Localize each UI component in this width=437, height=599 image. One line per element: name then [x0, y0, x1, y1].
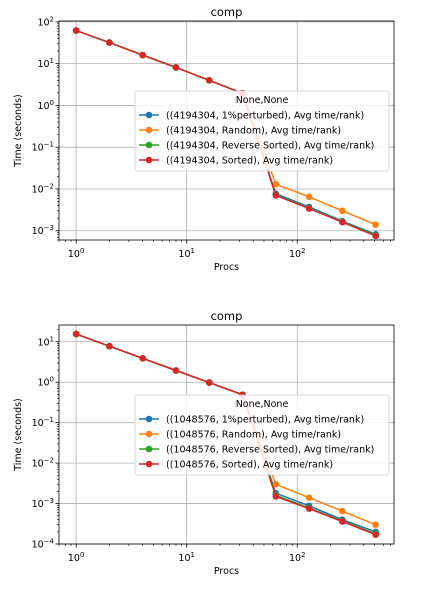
y-tick-label: 10−2 [32, 182, 54, 195]
x-tick-label: 102 [289, 551, 306, 564]
series-line-3 [75, 29, 376, 237]
x-axis-label: Procs [214, 262, 239, 273]
legend: None,None ((4194304, 1%perturbed), Avg ti… [134, 90, 390, 172]
axes-frame [58, 324, 395, 545]
data-point [172, 64, 180, 71]
y-tick-label: 10−3 [32, 497, 54, 510]
x-axis-label: Procs [214, 566, 239, 577]
legend-entry: ((4194304, Random), Avg time/rank) [166, 126, 341, 137]
y-tick-label: 10−2 [32, 457, 54, 470]
y-tick-label: 10−1 [32, 141, 54, 154]
data-point [339, 507, 346, 515]
data-point [139, 51, 146, 59]
y-tick-label: 100 [37, 99, 54, 112]
legend-title: None,None [236, 95, 289, 106]
data-point [339, 207, 346, 215]
legend-marker [145, 445, 153, 453]
x-tick-label: 102 [289, 247, 306, 260]
series-line-3 [75, 333, 376, 536]
y-tick-label: 10−4 [32, 538, 55, 551]
y-tick-label: 102 [37, 15, 54, 28]
y-tick-label: 10−3 [32, 224, 54, 237]
data-point [106, 342, 113, 350]
data-point [205, 76, 213, 84]
chart-panel-bottom: 100 101 102 10−4 10−3 10−2 10−1 100 101 comp Procs… [13, 309, 395, 577]
legend-entry: ((4194304, 1%perturbed), Avg time/rank) [166, 111, 364, 122]
legend-marker [145, 126, 153, 134]
data-point [305, 494, 313, 501]
x-tick-label: 101 [178, 247, 195, 260]
y-axis-label: Time (seconds) [13, 398, 24, 472]
legend: None,None ((1048576, 1%perturbed), Avg ti… [134, 394, 390, 476]
legend-entry: ((4194304, Reverse Sorted), Avg time/ran… [166, 141, 374, 152]
legend-entry: ((1048576, 1%perturbed), Avg time/rank) [166, 415, 364, 426]
y-tick-label: 101 [37, 335, 54, 348]
x-tick-label: 101 [178, 551, 195, 564]
data-point [305, 505, 313, 512]
data-point [339, 518, 346, 525]
data-point [272, 480, 280, 488]
legend-box [134, 90, 390, 172]
data-point [372, 531, 379, 538]
legend-entry: ((1048576, Sorted), Avg time/rank) [166, 460, 333, 471]
legend-box [134, 394, 390, 476]
data-point [172, 367, 180, 374]
data-point [305, 193, 313, 201]
data-point [72, 330, 80, 338]
legend-entry: ((1048576, Reverse Sorted), Avg time/ran… [166, 445, 374, 456]
legend-marker [145, 111, 153, 119]
data-point [372, 221, 379, 228]
data-point [72, 27, 80, 34]
y-tick-label: 10−1 [32, 416, 54, 429]
legend-marker [145, 460, 153, 468]
x-tick-label: 100 [68, 551, 85, 564]
data-point [205, 379, 213, 386]
data-point [272, 493, 280, 500]
chart-title: comp [211, 309, 243, 323]
legend-title: None,None [236, 399, 289, 410]
data-point [372, 232, 379, 240]
y-axis-label: Time (seconds) [13, 94, 24, 168]
legend-marker [145, 415, 153, 423]
data-point [106, 39, 113, 46]
y-tick-label: 101 [37, 57, 54, 70]
legend-marker [145, 430, 153, 438]
legend-marker [145, 141, 153, 149]
legend-entry: ((4194304, Sorted), Avg time/rank) [166, 156, 333, 167]
y-tick-label: 100 [37, 376, 54, 389]
chart-title: comp [211, 5, 243, 19]
data-point [139, 355, 146, 362]
legend-marker [145, 156, 153, 164]
data-point [372, 521, 379, 529]
data-point [272, 180, 280, 188]
series-group [72, 330, 379, 538]
data-point [339, 218, 346, 226]
chart-panel-top: 100 101 102 10−3 10−2 10−1 100 101 102 comp Procs T… [13, 5, 395, 273]
data-point [305, 205, 313, 212]
legend-entry: ((1048576, Random), Avg time/rank) [166, 430, 341, 441]
x-tick-label: 100 [68, 247, 85, 260]
axes-frame [58, 20, 395, 241]
data-point [272, 192, 280, 199]
